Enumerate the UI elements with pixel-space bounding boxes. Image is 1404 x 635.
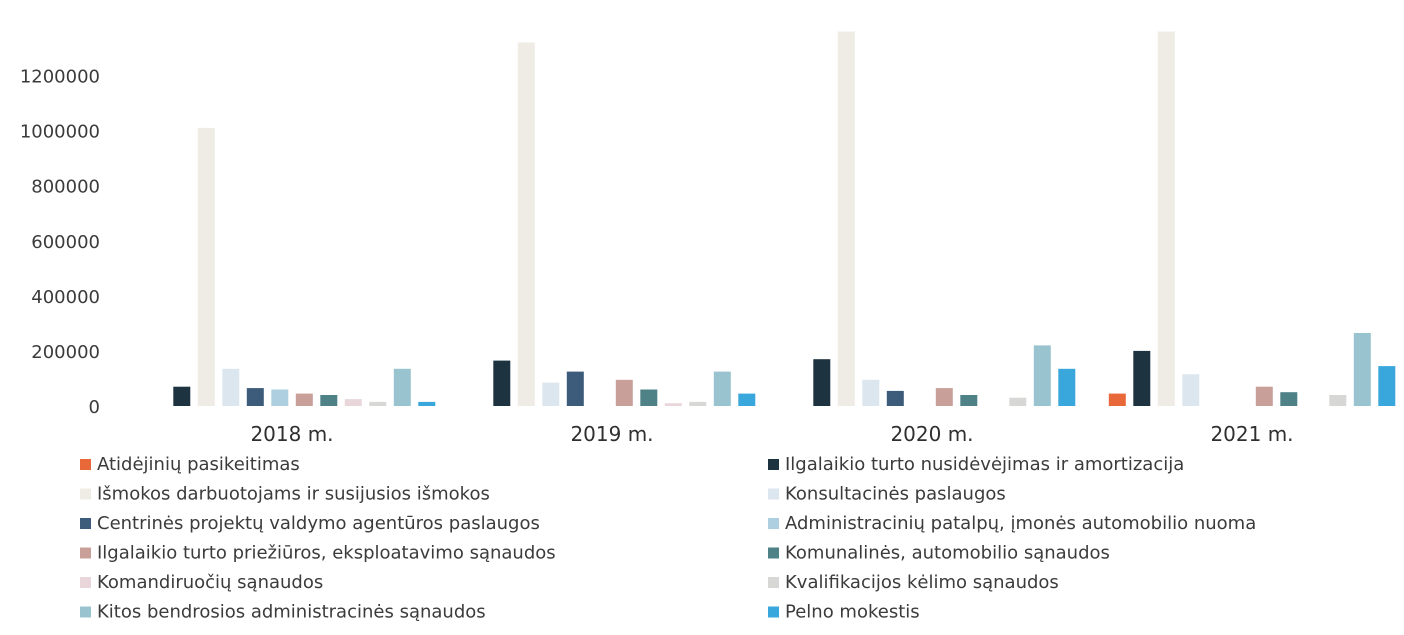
x-tick-label: 2019 m. [570, 422, 653, 446]
bar [369, 401, 387, 406]
legend-swatch [80, 606, 91, 618]
legend-swatch [768, 488, 779, 500]
legend-swatch [768, 547, 779, 559]
legend-label: Komandiruočių sąnaudos [97, 572, 323, 593]
y-tick-label: 800000 [31, 177, 100, 198]
bar [640, 389, 658, 406]
bar [862, 379, 880, 406]
legend-label: Administracinių patalpų, įmonės automobi… [785, 513, 1256, 534]
legend-swatch [768, 577, 779, 588]
bar [222, 368, 240, 406]
bar [320, 395, 338, 406]
legend-label: Pelno mokestis [785, 602, 920, 623]
bar [1009, 397, 1027, 406]
y-tick-label: 400000 [31, 287, 100, 308]
legend-swatch [80, 547, 91, 559]
bar [935, 388, 953, 406]
y-tick-label: 0 [89, 397, 100, 418]
bar [689, 401, 707, 406]
legend-swatch [80, 577, 91, 588]
legend-swatch [768, 606, 779, 618]
legend-label: Išmokos darbuotojams ir susijusios išmok… [97, 484, 490, 505]
bar [197, 127, 215, 407]
bar [1108, 393, 1126, 406]
bar [713, 371, 731, 406]
bar [1058, 368, 1076, 406]
bar [344, 399, 362, 406]
bar [886, 390, 904, 406]
bar [813, 359, 831, 406]
legend-swatch [80, 488, 91, 500]
y-tick-label: 1200000 [20, 67, 100, 88]
y-tick-label: 600000 [31, 232, 100, 253]
legend-label: Centrinės projektų valdymo agentūros pas… [97, 513, 540, 534]
bar [566, 371, 584, 406]
legend-label: Komunalinės, automobilio sąnaudos [785, 543, 1110, 564]
bar [295, 393, 313, 406]
legend-swatch [768, 459, 779, 470]
legend-swatch [80, 518, 91, 529]
bar [517, 42, 535, 406]
bar [615, 379, 633, 406]
bar [1033, 345, 1051, 406]
bar [246, 388, 264, 406]
bar [1182, 374, 1200, 406]
bar [1255, 386, 1273, 406]
bar [1133, 350, 1151, 406]
bar [738, 393, 756, 406]
legend-swatch [80, 459, 91, 470]
legend-swatch [768, 518, 779, 529]
bar [1280, 392, 1298, 406]
legend-label: Atidėjinių pasikeitimas [97, 454, 300, 475]
legend-label: Kvalifikacijos kėlimo sąnaudos [785, 572, 1059, 593]
bar [664, 403, 682, 406]
bar [1378, 366, 1396, 406]
legend-label: Konsultacinės paslaugos [785, 484, 1006, 505]
bar [1353, 333, 1371, 406]
bar [271, 389, 289, 406]
legend-label: Ilgalaikio turto nusidėvėjimas ir amorti… [785, 454, 1184, 475]
bar [418, 401, 436, 406]
legend-label: Ilgalaikio turto priežiūros, eksploatavi… [97, 543, 556, 564]
x-tick-label: 2018 m. [250, 422, 333, 446]
bar [173, 386, 191, 406]
bar [393, 368, 411, 406]
bar [1329, 395, 1347, 406]
bar [1157, 31, 1175, 406]
bar [493, 360, 511, 406]
legend-label: Kitos bendrosios administracinės sąnaudo… [97, 602, 486, 623]
bar [960, 395, 978, 406]
y-tick-label: 200000 [31, 342, 100, 363]
bar [542, 382, 560, 406]
bar [837, 31, 855, 406]
x-tick-label: 2020 m. [890, 422, 973, 446]
y-tick-label: 1000000 [20, 122, 100, 143]
x-tick-label: 2021 m. [1210, 422, 1293, 446]
